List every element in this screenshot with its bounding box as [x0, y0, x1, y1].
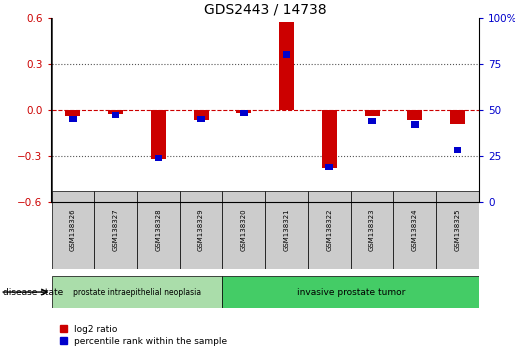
Text: GSM138325: GSM138325 [455, 209, 460, 251]
Bar [279, 22, 294, 110]
Bar [411, 121, 419, 127]
Bar [407, 110, 422, 120]
Bar [240, 110, 248, 116]
Bar [436, 191, 479, 269]
Text: GSM138329: GSM138329 [198, 209, 204, 251]
Bar [151, 110, 166, 159]
Bar [308, 191, 351, 269]
Bar [283, 51, 290, 58]
Bar [454, 147, 461, 153]
Bar [450, 110, 465, 124]
Bar [393, 191, 436, 269]
Bar [112, 112, 119, 118]
Legend: log2 ratio, percentile rank within the sample: log2 ratio, percentile rank within the s… [56, 321, 231, 349]
Bar [52, 276, 222, 308]
Bar [180, 191, 222, 269]
Text: GSM138326: GSM138326 [70, 209, 76, 251]
Text: GSM138324: GSM138324 [412, 209, 418, 251]
Text: GSM138327: GSM138327 [113, 209, 118, 251]
Bar [52, 191, 94, 269]
Bar [69, 116, 77, 122]
Text: GSM138321: GSM138321 [284, 209, 289, 251]
Text: invasive prostate tumor: invasive prostate tumor [297, 287, 405, 297]
Bar [236, 110, 251, 113]
Text: prostate intraepithelial neoplasia: prostate intraepithelial neoplasia [73, 287, 201, 297]
Bar [108, 110, 123, 114]
Text: GSM138323: GSM138323 [369, 209, 375, 251]
Bar [265, 191, 308, 269]
Text: GSM138322: GSM138322 [327, 209, 332, 251]
Bar [65, 110, 80, 116]
Text: GSM138320: GSM138320 [241, 209, 247, 251]
Bar [194, 110, 209, 120]
Bar [368, 118, 376, 124]
Bar [197, 116, 205, 122]
Text: disease state: disease state [3, 287, 63, 297]
Bar [137, 191, 180, 269]
Bar [222, 191, 265, 269]
Title: GDS2443 / 14738: GDS2443 / 14738 [204, 2, 327, 17]
Bar [351, 191, 393, 269]
Text: GSM138328: GSM138328 [156, 209, 161, 251]
Bar [325, 164, 333, 170]
Bar [154, 155, 162, 161]
Bar [322, 110, 337, 168]
Bar [365, 110, 380, 116]
Bar [94, 191, 137, 269]
Bar [222, 276, 479, 308]
